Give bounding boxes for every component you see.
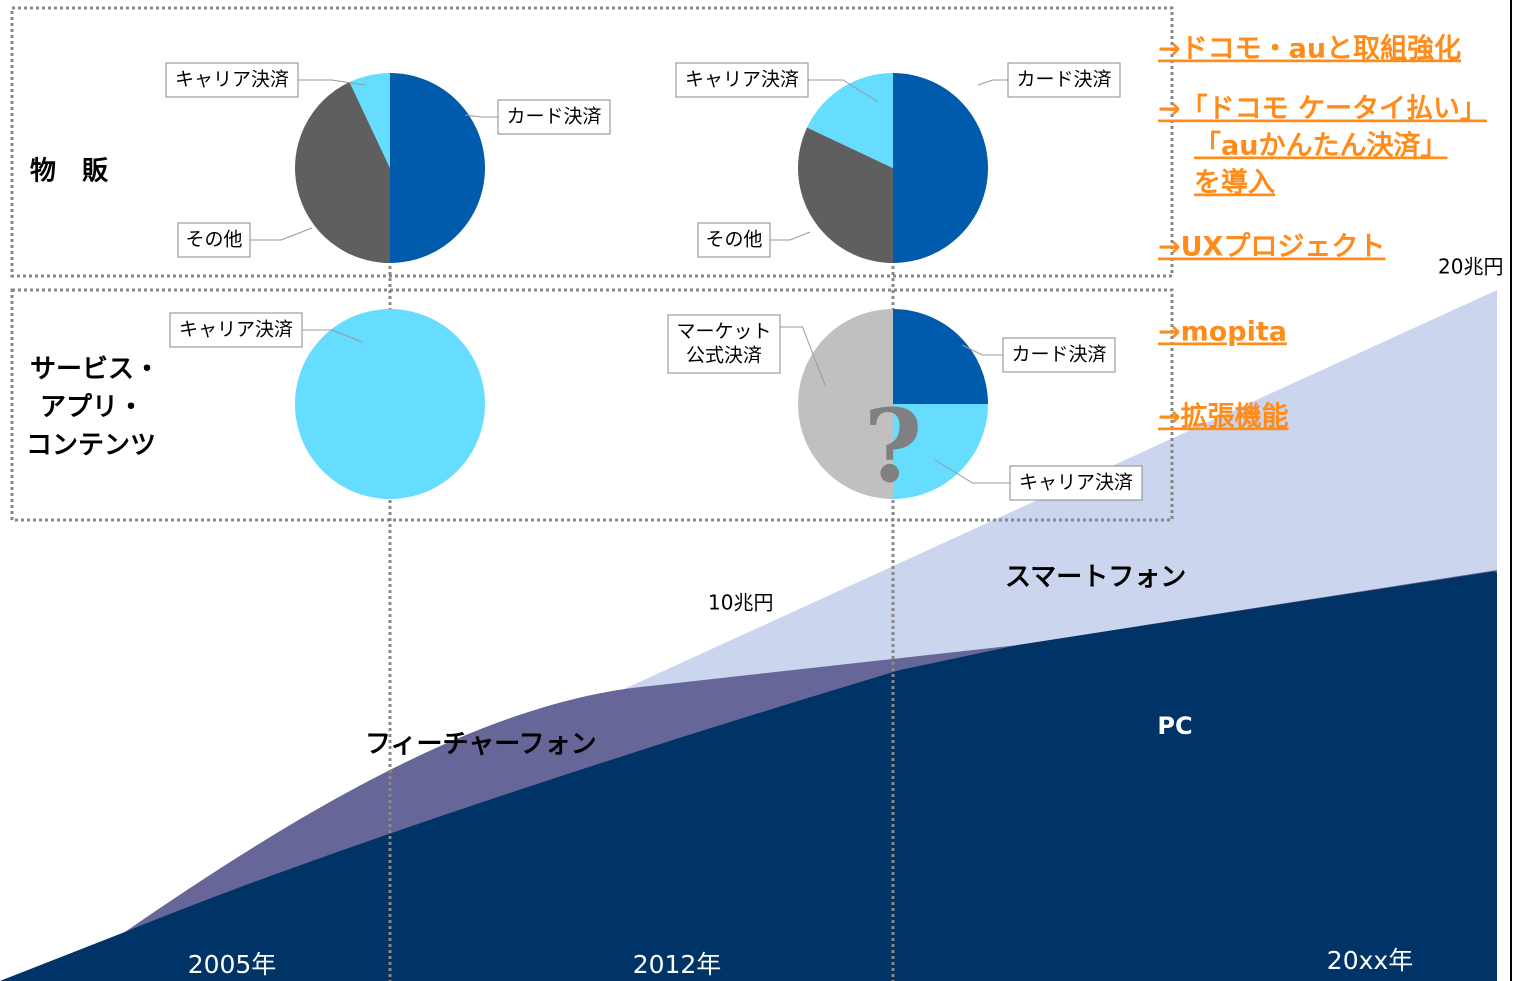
services-label: コンテンツ: [26, 431, 156, 461]
area-label: PC: [1157, 712, 1192, 740]
slice-label: カード決済: [506, 106, 601, 128]
slice-label: その他: [705, 229, 762, 251]
services-box: [10, 288, 1174, 522]
label-box: [697, 222, 771, 258]
pie-slice: [798, 127, 893, 263]
pie-slice: [893, 404, 988, 499]
leader-line: [977, 79, 1008, 86]
slice-label: キャリア決済: [685, 69, 799, 91]
slice-label: その他: [185, 229, 242, 251]
pc-area: [0, 571, 1497, 981]
leader-line: [780, 326, 826, 386]
label-box: [177, 222, 251, 258]
label-box: [1002, 337, 1116, 373]
market-size: 10兆円: [708, 591, 773, 615]
pie-slice: [893, 73, 988, 263]
leader-line: [934, 459, 1010, 484]
link[interactable]: →UXプロジェクト: [1158, 232, 1385, 263]
label-box: [169, 312, 303, 348]
slice-label: 公式決済: [686, 345, 762, 367]
leader-line: [770, 231, 811, 241]
label-box: [497, 99, 611, 135]
pie-slice: [349, 73, 390, 168]
link[interactable]: を導入: [1194, 167, 1275, 199]
leader-line: [464, 114, 498, 118]
slice-label: キャリア決済: [175, 69, 289, 91]
year: 2012年: [633, 950, 722, 979]
leader-line: [250, 227, 313, 241]
link[interactable]: 「auかんたん決済」: [1194, 130, 1447, 162]
services-label: サービス・: [30, 355, 160, 385]
pie-slice: [893, 309, 988, 404]
slice-label: キャリア決済: [1019, 472, 1133, 494]
leader-line: [298, 79, 366, 86]
label-box: [1007, 62, 1121, 98]
pie-slice: [390, 73, 485, 263]
leader-line: [302, 329, 363, 343]
link[interactable]: →ドコモ・auと取組強化: [1158, 33, 1461, 65]
area-label: スマートフォン: [1005, 563, 1186, 593]
link[interactable]: →拡張機能: [1158, 401, 1289, 433]
slice-label: カード決済: [1016, 69, 1111, 91]
slice-label: キャリア決済: [179, 319, 293, 341]
services-label: アプリ・: [40, 393, 144, 423]
slice-label: カード決済: [1011, 344, 1106, 366]
pie-slice: [807, 73, 893, 168]
goods-label: 物 販: [30, 157, 109, 187]
leader-line: [808, 79, 879, 103]
pie-slice: [295, 309, 485, 499]
area-label: フィーチャーフォン: [365, 730, 597, 760]
question-mark: ?: [864, 387, 923, 505]
year: 20xx年: [1327, 946, 1413, 975]
pie-slice: [295, 82, 390, 263]
link[interactable]: →「ドコモ ケータイ払い」: [1158, 93, 1487, 125]
label-box: [667, 314, 781, 374]
label-box: [165, 62, 299, 98]
year: 2005年: [188, 950, 277, 979]
label-box: [675, 62, 809, 98]
market-size: 20兆円: [1438, 255, 1503, 279]
leader-line: [961, 344, 1003, 356]
label-box: [1009, 465, 1143, 501]
link[interactable]: →mopita: [1158, 317, 1287, 348]
slice-label: マーケット: [676, 321, 771, 343]
pie-slice: [798, 309, 893, 499]
